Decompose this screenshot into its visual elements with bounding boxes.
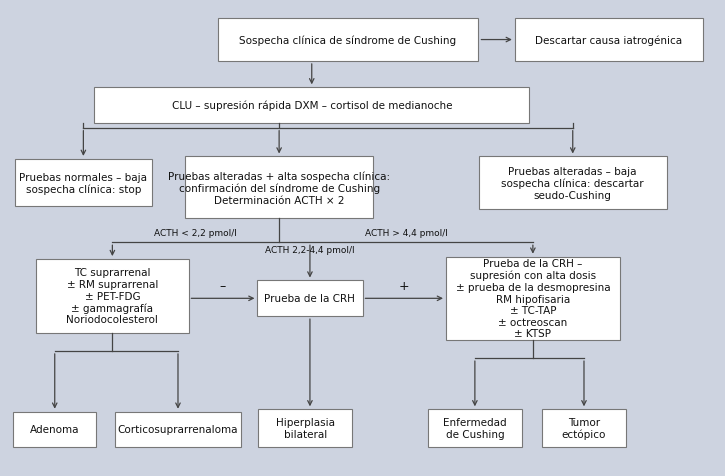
FancyBboxPatch shape	[446, 257, 620, 340]
FancyBboxPatch shape	[13, 412, 96, 447]
Text: Tumor
ectópico: Tumor ectópico	[562, 417, 606, 439]
FancyBboxPatch shape	[257, 281, 362, 317]
Text: Pruebas normales – baja
sospecha clínica: stop: Pruebas normales – baja sospecha clínica…	[20, 172, 147, 194]
FancyBboxPatch shape	[94, 88, 529, 124]
Text: Pruebas alteradas + alta sospecha clínica:
confirmación del síndrome de Cushing
: Pruebas alteradas + alta sospecha clínic…	[168, 171, 390, 205]
Text: +: +	[399, 279, 410, 292]
Text: Pruebas alteradas – baja
sospecha clínica: descartar
seudo-Cushing: Pruebas alteradas – baja sospecha clínic…	[502, 167, 644, 200]
FancyBboxPatch shape	[428, 409, 522, 447]
Text: Prueba de la CRH –
supresión con alta dosis
± prueba de la desmopresina
RM hipof: Prueba de la CRH – supresión con alta do…	[455, 258, 610, 339]
FancyBboxPatch shape	[115, 412, 241, 447]
Text: TC suprarrenal
± RM suprarrenal
± PET-FDG
± gammagrafía
Noriodocolesterol: TC suprarrenal ± RM suprarrenal ± PET-FD…	[67, 268, 158, 325]
Text: ACTH > 4,4 pmol/l: ACTH > 4,4 pmol/l	[365, 228, 447, 237]
FancyBboxPatch shape	[542, 409, 626, 447]
FancyBboxPatch shape	[478, 157, 667, 209]
Text: Descartar causa iatrogénica: Descartar causa iatrogénica	[536, 35, 682, 46]
FancyBboxPatch shape	[36, 259, 189, 333]
Text: Hiperplasia
bilateral: Hiperplasia bilateral	[276, 417, 335, 439]
FancyBboxPatch shape	[14, 159, 152, 207]
Text: Adenoma: Adenoma	[30, 425, 80, 435]
Text: ACTH 2,2-4,4 pmol/l: ACTH 2,2-4,4 pmol/l	[265, 245, 355, 254]
Text: –: –	[220, 279, 226, 292]
FancyBboxPatch shape	[515, 19, 703, 62]
FancyBboxPatch shape	[218, 19, 479, 62]
Text: Prueba de la CRH: Prueba de la CRH	[265, 294, 355, 304]
FancyBboxPatch shape	[185, 157, 373, 219]
Text: CLU – supresión rápida DXM – cortisol de medianoche: CLU – supresión rápida DXM – cortisol de…	[172, 100, 452, 111]
Text: ACTH < 2,2 pmol/l: ACTH < 2,2 pmol/l	[154, 228, 237, 237]
FancyBboxPatch shape	[258, 409, 352, 447]
Text: Sospecha clínica de síndrome de Cushing: Sospecha clínica de síndrome de Cushing	[239, 35, 457, 46]
Text: Enfermedad
de Cushing: Enfermedad de Cushing	[443, 417, 507, 439]
Text: Corticosuprarrenaloma: Corticosuprarrenaloma	[117, 425, 239, 435]
